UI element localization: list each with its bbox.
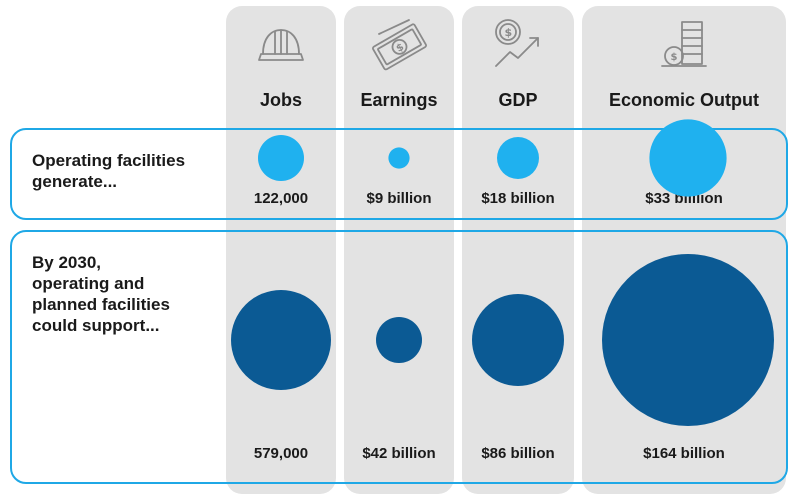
row-2030-frame (10, 230, 788, 484)
row-2030-label-line: could support... (32, 316, 160, 335)
svg-text:$: $ (394, 42, 406, 55)
money-bills-icon: $ (372, 19, 427, 71)
value-label-output-operating: $33 billlion (645, 190, 723, 207)
value-label-jobs-operating: 122,000 (253, 190, 309, 207)
svg-text:$: $ (505, 26, 513, 39)
value-label-gdp-operating: $18 billion (481, 190, 555, 207)
row-2030-label: By 2030, operating and planned facilitie… (32, 252, 170, 336)
column-jobs (226, 6, 336, 494)
dollar-growth-icon: $ (495, 19, 539, 67)
column-gdp (462, 6, 574, 494)
row-operating-label-line: Operating facilities (32, 151, 186, 170)
row-operating-frame (10, 128, 788, 220)
value-label-output-2030: $164 billion (643, 445, 725, 462)
row-operating-label: Operating facilities generate... (32, 150, 185, 192)
column-earnings (344, 6, 454, 494)
value-label-gdp-2030: $86 billion (481, 445, 555, 462)
hard-hat-icon (258, 29, 304, 61)
value-label-earnings-2030: $42 billion (362, 445, 436, 462)
row-2030-label-line: planned facilities (32, 295, 170, 314)
value-label-jobs-2030: 579,000 (253, 445, 309, 462)
header-earnings: Earnings (360, 90, 438, 110)
row-2030-label-line: operating and (32, 274, 145, 293)
coin-stack-icon: $ (661, 21, 707, 67)
header-jobs: Jobs (259, 90, 302, 110)
row-operating-label-line: generate... (32, 172, 118, 191)
header-economic-output: Economic Output (609, 90, 759, 110)
svg-text:$: $ (671, 52, 678, 63)
row-2030-label-line: By 2030, (32, 253, 101, 272)
header-gdp: GDP (498, 90, 538, 110)
value-label-earnings-operating: $9 billion (366, 190, 432, 207)
